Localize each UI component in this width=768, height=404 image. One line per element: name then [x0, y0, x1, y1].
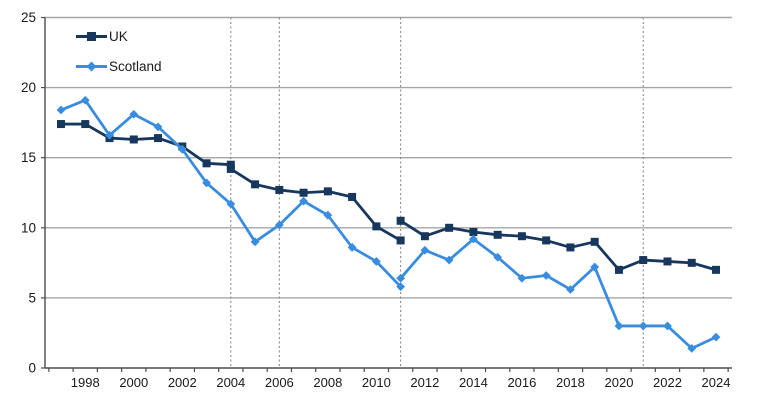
x-tick-label: 2014: [459, 375, 488, 390]
scotland-data-point-marker: [711, 332, 721, 342]
scotland-data-point-marker: [493, 252, 503, 262]
y-tick-label: 0: [28, 361, 36, 376]
scotland-data-point-marker: [105, 130, 114, 140]
scotland-data-point-marker: [80, 95, 90, 105]
uk-data-point-marker: [712, 265, 720, 274]
uk-data-point-marker: [57, 120, 65, 129]
legend-item-scotland: Scotland: [76, 58, 162, 75]
legend-label-uk: UK: [109, 29, 128, 44]
uk-data-point-marker: [226, 164, 235, 173]
y-tick-label: 5: [28, 290, 36, 305]
uk-data-point-marker: [226, 160, 235, 169]
uk-data-point-marker: [154, 134, 163, 143]
scotland-data-point-marker: [420, 245, 430, 255]
uk-data-point-marker: [420, 232, 429, 241]
scotland-data-point-marker: [250, 237, 260, 247]
x-tick-label: 2012: [410, 375, 439, 390]
uk-data-point-marker: [542, 236, 551, 245]
x-axis-labels: 1998 2000 2002 2004 2006 2008 2010 2012 2014 2016…: [71, 375, 731, 390]
x-tick-label: 2006: [265, 375, 294, 390]
uk-data-point-marker: [396, 216, 405, 225]
y-tick-label: 20: [21, 80, 36, 95]
y-axis-labels: 0 5 10 15 20 25: [21, 10, 36, 376]
scotland-data-point-marker: [566, 285, 575, 294]
uk-data-point-marker: [299, 188, 308, 197]
x-tick-label: 2022: [653, 375, 682, 390]
scotland-data-point-marker: [444, 255, 454, 265]
scotland-data-point-marker: [396, 273, 406, 283]
uk-data-point-marker: [687, 258, 696, 267]
uk-data-point-marker: [129, 135, 138, 144]
x-tick-label: 1998: [71, 375, 100, 390]
scotland-data-point-marker: [371, 257, 381, 266]
scotland-data-point-marker: [226, 199, 236, 209]
uk-data-point-marker: [493, 230, 502, 239]
uk-data-point-marker: [81, 120, 90, 129]
series-scotland: [56, 95, 721, 353]
uk-data-point-marker: [566, 243, 575, 252]
x-tick-label: 2010: [362, 375, 391, 390]
legend-item-uk: UK: [76, 28, 162, 45]
uk-data-point-marker: [590, 237, 599, 246]
scotland-key-diamond-marker-icon: [86, 61, 97, 72]
uk-data-point-marker: [663, 257, 672, 266]
scotland-data-point-marker: [396, 282, 406, 292]
y-tick-label: 10: [21, 220, 36, 235]
axes: [41, 16, 732, 372]
uk-data-point-marker: [396, 236, 405, 245]
uk-data-point-marker: [275, 185, 284, 194]
x-tick-label: 2018: [556, 375, 585, 390]
chart-legend: UK Scotland: [76, 28, 162, 75]
uk-key-square-marker-icon: [87, 32, 96, 41]
scotland-data-point-marker: [541, 271, 551, 280]
scotland-data-point-marker: [469, 234, 478, 244]
gridlines: [45, 16, 732, 299]
x-tick-label: 2002: [168, 375, 197, 390]
y-tick-label: 15: [21, 150, 36, 165]
x-tick-label: 2004: [216, 375, 245, 390]
scotland-data-point-marker: [687, 343, 697, 353]
uk-series-key-icon: [76, 28, 107, 45]
x-tick-label: 2020: [605, 375, 634, 390]
scotland-data-point-marker: [274, 220, 284, 230]
x-tick-label: 2016: [507, 375, 536, 390]
scotland-data-point-marker: [638, 321, 648, 331]
scotland-data-point-marker: [590, 262, 600, 272]
scotland-data-point-marker: [202, 178, 211, 188]
x-tick-label: 2024: [702, 375, 731, 390]
uk-data-point-marker: [614, 265, 623, 274]
scotland-data-point-marker: [177, 144, 187, 154]
uk-data-point-marker: [517, 232, 526, 241]
legend-label-scotland: Scotland: [109, 59, 162, 74]
scotland-data-point-marker: [129, 109, 139, 119]
scotland-data-point-marker: [517, 273, 527, 283]
uk-data-point-marker: [469, 228, 478, 237]
scotland-data-point-marker: [347, 243, 357, 252]
scotland-data-point-marker: [614, 321, 624, 331]
y-tick-label: 25: [21, 10, 36, 25]
series-uk: [57, 120, 720, 274]
uk-data-point-marker: [639, 256, 648, 265]
scotland-data-point-marker: [323, 210, 333, 220]
uk-data-point-marker: [372, 222, 381, 231]
x-tick-label: 2000: [119, 375, 148, 390]
scotland-series-key-icon: [76, 58, 107, 75]
uk-data-point-marker: [445, 223, 454, 232]
uk-data-point-marker: [323, 187, 332, 196]
uk-data-point-marker: [348, 192, 357, 201]
x-tick-label: 2008: [313, 375, 342, 390]
scotland-data-point-marker: [56, 105, 66, 115]
uk-data-point-marker: [251, 180, 260, 189]
uk-data-point-marker: [202, 159, 211, 168]
scotland-data-point-marker: [299, 196, 308, 206]
scotland-data-point-marker: [663, 321, 672, 331]
scotland-data-point-marker: [153, 122, 163, 132]
